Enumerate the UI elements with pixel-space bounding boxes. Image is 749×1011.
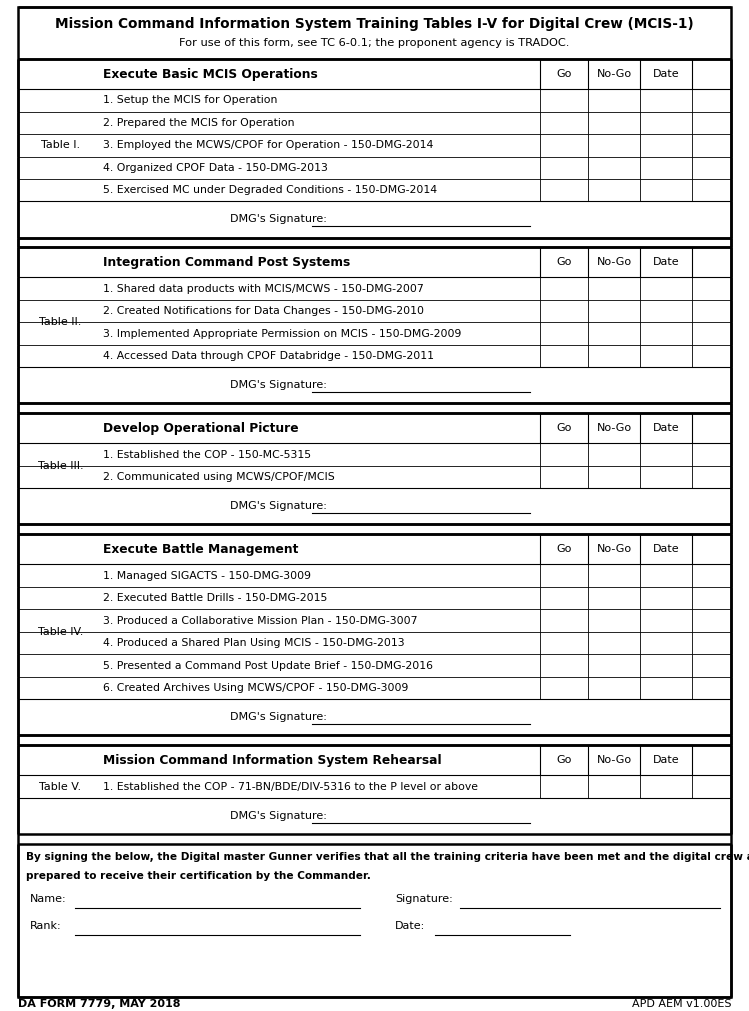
Text: Date:: Date: — [395, 921, 425, 931]
Text: 3. Implemented Appropriate Permission on MCIS - 150-DMG-2009: 3. Implemented Appropriate Permission on… — [103, 329, 461, 339]
Text: 5. Exercised MC under Degraded Conditions - 150-DMG-2014: 5. Exercised MC under Degraded Condition… — [103, 185, 437, 195]
Text: No-Go: No-Go — [596, 424, 631, 434]
Text: 3. Employed the MCWS/CPOF for Operation - 150-DMG-2014: 3. Employed the MCWS/CPOF for Operation … — [103, 141, 434, 151]
Text: Table IV.: Table IV. — [37, 627, 83, 637]
Text: Execute Basic MCIS Operations: Execute Basic MCIS Operations — [103, 68, 318, 81]
Text: Mission Command Information System Rehearsal: Mission Command Information System Rehea… — [103, 754, 442, 767]
Text: 3. Produced a Collaborative Mission Plan - 150-DMG-3007: 3. Produced a Collaborative Mission Plan… — [103, 616, 417, 626]
Text: 2. Created Notifications for Data Changes - 150-DMG-2010: 2. Created Notifications for Data Change… — [103, 306, 424, 316]
Text: 4. Organized CPOF Data - 150-DMG-2013: 4. Organized CPOF Data - 150-DMG-2013 — [103, 163, 328, 173]
Text: DMG's Signature:: DMG's Signature: — [230, 713, 327, 723]
Text: Date: Date — [652, 755, 679, 765]
Text: No-Go: No-Go — [596, 69, 631, 79]
Text: Name:: Name: — [30, 894, 67, 904]
Text: 1. Established the COP - 71-BN/BDE/DIV-5316 to the P level or above: 1. Established the COP - 71-BN/BDE/DIV-5… — [103, 782, 478, 792]
Text: Go: Go — [557, 424, 571, 434]
Text: Date: Date — [652, 545, 679, 554]
Text: 6. Created Archives Using MCWS/CPOF - 150-DMG-3009: 6. Created Archives Using MCWS/CPOF - 15… — [103, 683, 408, 694]
Text: 5. Presented a Command Post Update Brief - 150-DMG-2016: 5. Presented a Command Post Update Brief… — [103, 661, 433, 670]
Text: Develop Operational Picture: Develop Operational Picture — [103, 422, 299, 435]
Text: prepared to receive their certification by the Commander.: prepared to receive their certification … — [26, 871, 371, 881]
Text: 2. Prepared the MCIS for Operation: 2. Prepared the MCIS for Operation — [103, 117, 294, 127]
Text: Go: Go — [557, 258, 571, 268]
Text: Date: Date — [652, 258, 679, 268]
Text: Signature:: Signature: — [395, 894, 452, 904]
Text: Integration Command Post Systems: Integration Command Post Systems — [103, 256, 351, 269]
Text: DMG's Signature:: DMG's Signature: — [230, 501, 327, 512]
Text: Go: Go — [557, 755, 571, 765]
Text: Date: Date — [652, 69, 679, 79]
Text: 4. Produced a Shared Plan Using MCIS - 150-DMG-2013: 4. Produced a Shared Plan Using MCIS - 1… — [103, 638, 404, 648]
Text: Date: Date — [652, 424, 679, 434]
Text: Go: Go — [557, 69, 571, 79]
Text: No-Go: No-Go — [596, 258, 631, 268]
Text: Execute Battle Management: Execute Battle Management — [103, 543, 298, 556]
Text: For use of this form, see TC 6-0.1; the proponent agency is TRADOC.: For use of this form, see TC 6-0.1; the … — [179, 38, 570, 48]
Text: 1. Established the COP - 150-MC-5315: 1. Established the COP - 150-MC-5315 — [103, 450, 311, 460]
Text: Table V.: Table V. — [40, 782, 82, 792]
Text: No-Go: No-Go — [596, 755, 631, 765]
Text: Go: Go — [557, 545, 571, 554]
Text: DMG's Signature:: DMG's Signature: — [230, 380, 327, 390]
Text: By signing the below, the Digital master Gunner verifies that all the training c: By signing the below, the Digital master… — [26, 852, 749, 862]
Text: 2. Executed Battle Drills - 150-DMG-2015: 2. Executed Battle Drills - 150-DMG-2015 — [103, 593, 327, 604]
Text: Table III.: Table III. — [37, 461, 83, 471]
Text: 4. Accessed Data through CPOF Databridge - 150-DMG-2011: 4. Accessed Data through CPOF Databridge… — [103, 351, 434, 361]
Text: APD AEM v1.00ES: APD AEM v1.00ES — [631, 999, 731, 1009]
Text: Mission Command Information System Training Tables I-V for Digital Crew (MCIS-1): Mission Command Information System Train… — [55, 17, 694, 31]
Text: 1. Setup the MCIS for Operation: 1. Setup the MCIS for Operation — [103, 95, 277, 105]
Text: DMG's Signature:: DMG's Signature: — [230, 214, 327, 224]
Text: Rank:: Rank: — [30, 921, 61, 931]
Text: 1. Shared data products with MCIS/MCWS - 150-DMG-2007: 1. Shared data products with MCIS/MCWS -… — [103, 284, 424, 294]
Text: No-Go: No-Go — [596, 545, 631, 554]
Text: Table I.: Table I. — [41, 141, 80, 151]
Text: 1. Managed SIGACTS - 150-DMG-3009: 1. Managed SIGACTS - 150-DMG-3009 — [103, 571, 311, 580]
Text: 2. Communicated using MCWS/CPOF/MCIS: 2. Communicated using MCWS/CPOF/MCIS — [103, 472, 335, 482]
Text: DMG's Signature:: DMG's Signature: — [230, 811, 327, 821]
Text: Table II.: Table II. — [39, 317, 82, 328]
Text: DA FORM 7779, MAY 2018: DA FORM 7779, MAY 2018 — [18, 999, 181, 1009]
